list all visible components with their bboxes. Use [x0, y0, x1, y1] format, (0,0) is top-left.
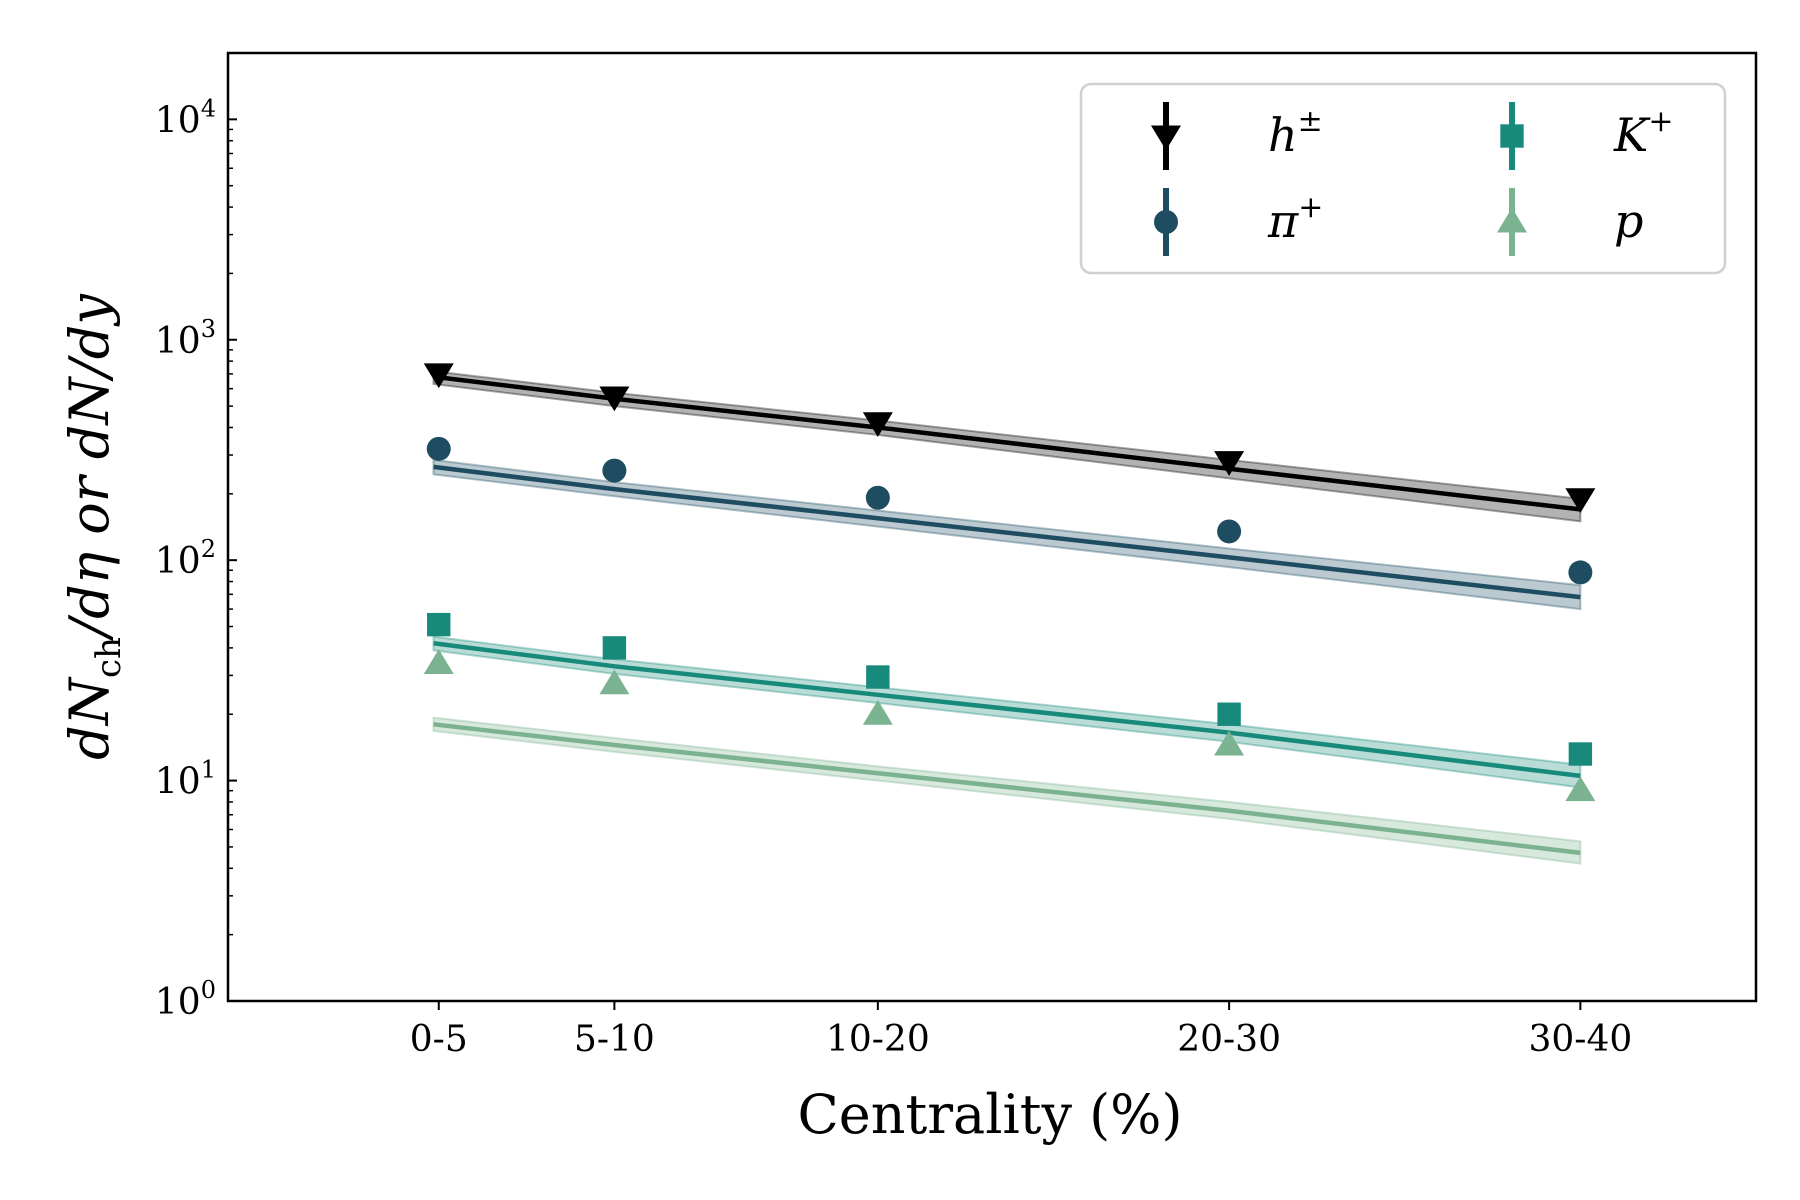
series-2-point-30-40 [1568, 560, 1593, 585]
y-axis-title: dNch/dη or dN/dy [58, 293, 129, 760]
series-4-point-10-20 [862, 699, 893, 725]
legend-item-1: h± [1151, 102, 1323, 170]
legend-marker [1151, 125, 1181, 151]
series-3-point-0-5 [427, 612, 451, 637]
series-4-band [432, 716, 1582, 865]
series-2-point-10-20 [865, 485, 890, 510]
series-4-point-20-30 [1214, 730, 1245, 756]
x-tick-label: 30-40 [1528, 1019, 1632, 1060]
series-1-point-10-20 [862, 412, 893, 438]
x-tick-label: 0-5 [410, 1019, 468, 1060]
series-1-point-5-10 [599, 386, 630, 412]
y-axis: 100 101 102 103 104 [155, 52, 237, 1023]
legend-box [1079, 82, 1727, 275]
x-axis-title: Centrality (%) [797, 1083, 1182, 1146]
legend-label: π+ [1267, 190, 1323, 248]
series-2-point-5-10 [602, 458, 627, 483]
y-tick-label: 104 [155, 94, 216, 141]
legend-item-2: π+ [1154, 188, 1323, 256]
plot-frame [226, 51, 1758, 1003]
series-1-point-20-30 [1214, 451, 1245, 476]
x-tick-label: 10-20 [826, 1019, 930, 1060]
legend-marker [1497, 207, 1527, 233]
y-tick-label: 100 [155, 976, 216, 1023]
series-3-point-5-10 [602, 636, 627, 660]
series-1-point-0-5 [423, 363, 454, 389]
series-3-point-10-20 [866, 665, 890, 689]
x-tick-label: 20-30 [1177, 1019, 1281, 1060]
x-tick-label: 5-10 [574, 1019, 655, 1060]
y-tick-label: 102 [155, 535, 216, 582]
series-2-point-20-30 [1217, 519, 1242, 544]
data-markers [423, 363, 1596, 802]
series-4-model-line [433, 722, 1581, 856]
series-3-point-30-40 [1568, 742, 1593, 766]
series-3-point-20-30 [1217, 702, 1241, 726]
series-3-model-line [433, 640, 1581, 779]
legend: h± K+ π+ p [1079, 82, 1727, 275]
y-tick-label: 101 [155, 756, 216, 803]
series-1-point-30-40 [1565, 488, 1596, 513]
y-tick-label: 103 [155, 315, 216, 362]
legend-label: h± [1268, 104, 1323, 162]
legend-item-3: K+ [1500, 102, 1674, 170]
legend-label: K+ [1613, 104, 1674, 162]
legend-marker [1154, 210, 1178, 234]
series-4-point-5-10 [599, 669, 630, 695]
x-axis: 0-5 5-10 10-20 20-30 30-40 [410, 1001, 1632, 1060]
legend-label: p [1614, 194, 1643, 248]
series-2-model-line [433, 464, 1581, 600]
series-2-point-0-5 [426, 436, 451, 461]
legend-item-4: p [1497, 188, 1643, 256]
series-4-point-0-5 [423, 649, 454, 674]
model-bands [432, 370, 1582, 865]
series-4-point-30-40 [1565, 776, 1596, 802]
legend-marker [1500, 124, 1524, 148]
